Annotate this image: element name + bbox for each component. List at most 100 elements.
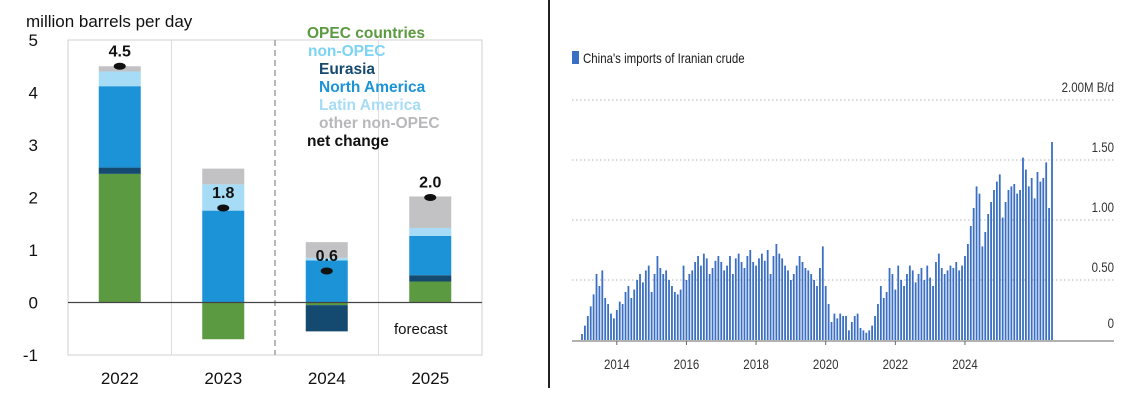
net-change-marker — [113, 62, 126, 70]
bar — [810, 274, 813, 340]
bar — [729, 256, 731, 340]
bar — [697, 256, 699, 340]
bar — [807, 270, 810, 340]
bar — [673, 292, 676, 340]
bar — [1010, 186, 1013, 340]
bar — [723, 270, 726, 340]
y-tick-label: 4 — [29, 84, 38, 103]
y-tick-label: 0 — [1108, 315, 1114, 331]
bar — [1033, 198, 1036, 340]
bar — [853, 316, 856, 340]
bar — [607, 304, 610, 340]
bar — [717, 256, 720, 340]
bar-segment — [202, 302, 245, 340]
bar — [705, 258, 708, 340]
bar — [827, 304, 830, 340]
bar — [906, 274, 908, 340]
bar — [746, 256, 749, 340]
bar — [743, 268, 746, 340]
bar — [601, 270, 604, 340]
bar — [702, 253, 705, 340]
bar — [752, 262, 755, 340]
bar — [795, 265, 798, 340]
bar — [604, 298, 607, 340]
bar — [900, 280, 903, 340]
bar — [778, 253, 781, 340]
bar — [685, 280, 688, 340]
bar — [1036, 172, 1039, 340]
bar — [804, 268, 807, 340]
legend-item: Latin America — [319, 97, 421, 114]
net-change-marker — [424, 194, 437, 201]
legend-item: OPEC countries — [307, 25, 425, 42]
forecast-label: forecast — [394, 321, 448, 338]
bar — [940, 268, 943, 340]
bar-segment — [98, 167, 141, 174]
bar — [700, 265, 702, 340]
bar — [769, 274, 772, 340]
x-tick-label: 2014 — [604, 356, 630, 372]
bar — [586, 316, 589, 340]
bar — [682, 265, 685, 340]
bar — [871, 325, 874, 340]
bar — [755, 265, 757, 340]
legend-item: non-OPEC — [308, 43, 386, 60]
y-tick-label: 1.00 — [1092, 199, 1114, 215]
bar — [952, 268, 955, 340]
bar — [636, 280, 639, 340]
bar — [671, 286, 673, 340]
bar — [937, 253, 940, 340]
net-change-label: 1.8 — [212, 185, 234, 202]
bar — [923, 280, 926, 340]
bar — [711, 268, 714, 340]
bar — [865, 332, 868, 340]
bar — [914, 282, 917, 340]
bar — [584, 325, 586, 340]
bar — [615, 310, 618, 340]
bar — [987, 214, 990, 340]
bar — [792, 274, 795, 340]
bar — [894, 289, 897, 340]
bar-segment — [202, 210, 245, 303]
bar — [656, 256, 659, 340]
bar — [1039, 181, 1042, 340]
bar — [726, 265, 728, 340]
bar — [714, 260, 717, 340]
bar — [885, 292, 888, 340]
bar — [842, 316, 845, 340]
bar — [1048, 208, 1050, 340]
bar — [581, 334, 583, 340]
bar — [1001, 217, 1004, 340]
bar — [993, 190, 995, 340]
bar-segment — [305, 242, 348, 258]
bar-segment — [98, 86, 141, 168]
bar — [801, 262, 804, 340]
bar — [1045, 162, 1048, 340]
y-tick-label: 1 — [29, 241, 38, 260]
bar — [650, 292, 653, 340]
panel-divider — [548, 0, 550, 388]
x-tick-label: 2022 — [101, 369, 139, 388]
bar — [595, 274, 598, 340]
bar — [868, 330, 871, 340]
y-tick-label: 1.50 — [1092, 139, 1114, 155]
bar — [859, 328, 862, 340]
bar — [845, 316, 847, 340]
bar-segment — [409, 235, 452, 276]
bar — [1004, 202, 1007, 340]
bar — [903, 286, 905, 340]
bar — [633, 289, 636, 340]
bar — [1024, 169, 1027, 340]
bar-segment — [305, 260, 348, 303]
legend-item: net change — [307, 133, 389, 150]
net-change-marker — [320, 267, 333, 275]
bar — [1027, 186, 1030, 340]
bar — [630, 298, 633, 340]
bar — [850, 322, 853, 340]
legend-item: other non-OPEC — [319, 115, 440, 132]
bar — [1019, 190, 1021, 340]
legend-item: North America — [319, 79, 426, 96]
bar — [935, 262, 937, 340]
bar — [856, 313, 859, 340]
